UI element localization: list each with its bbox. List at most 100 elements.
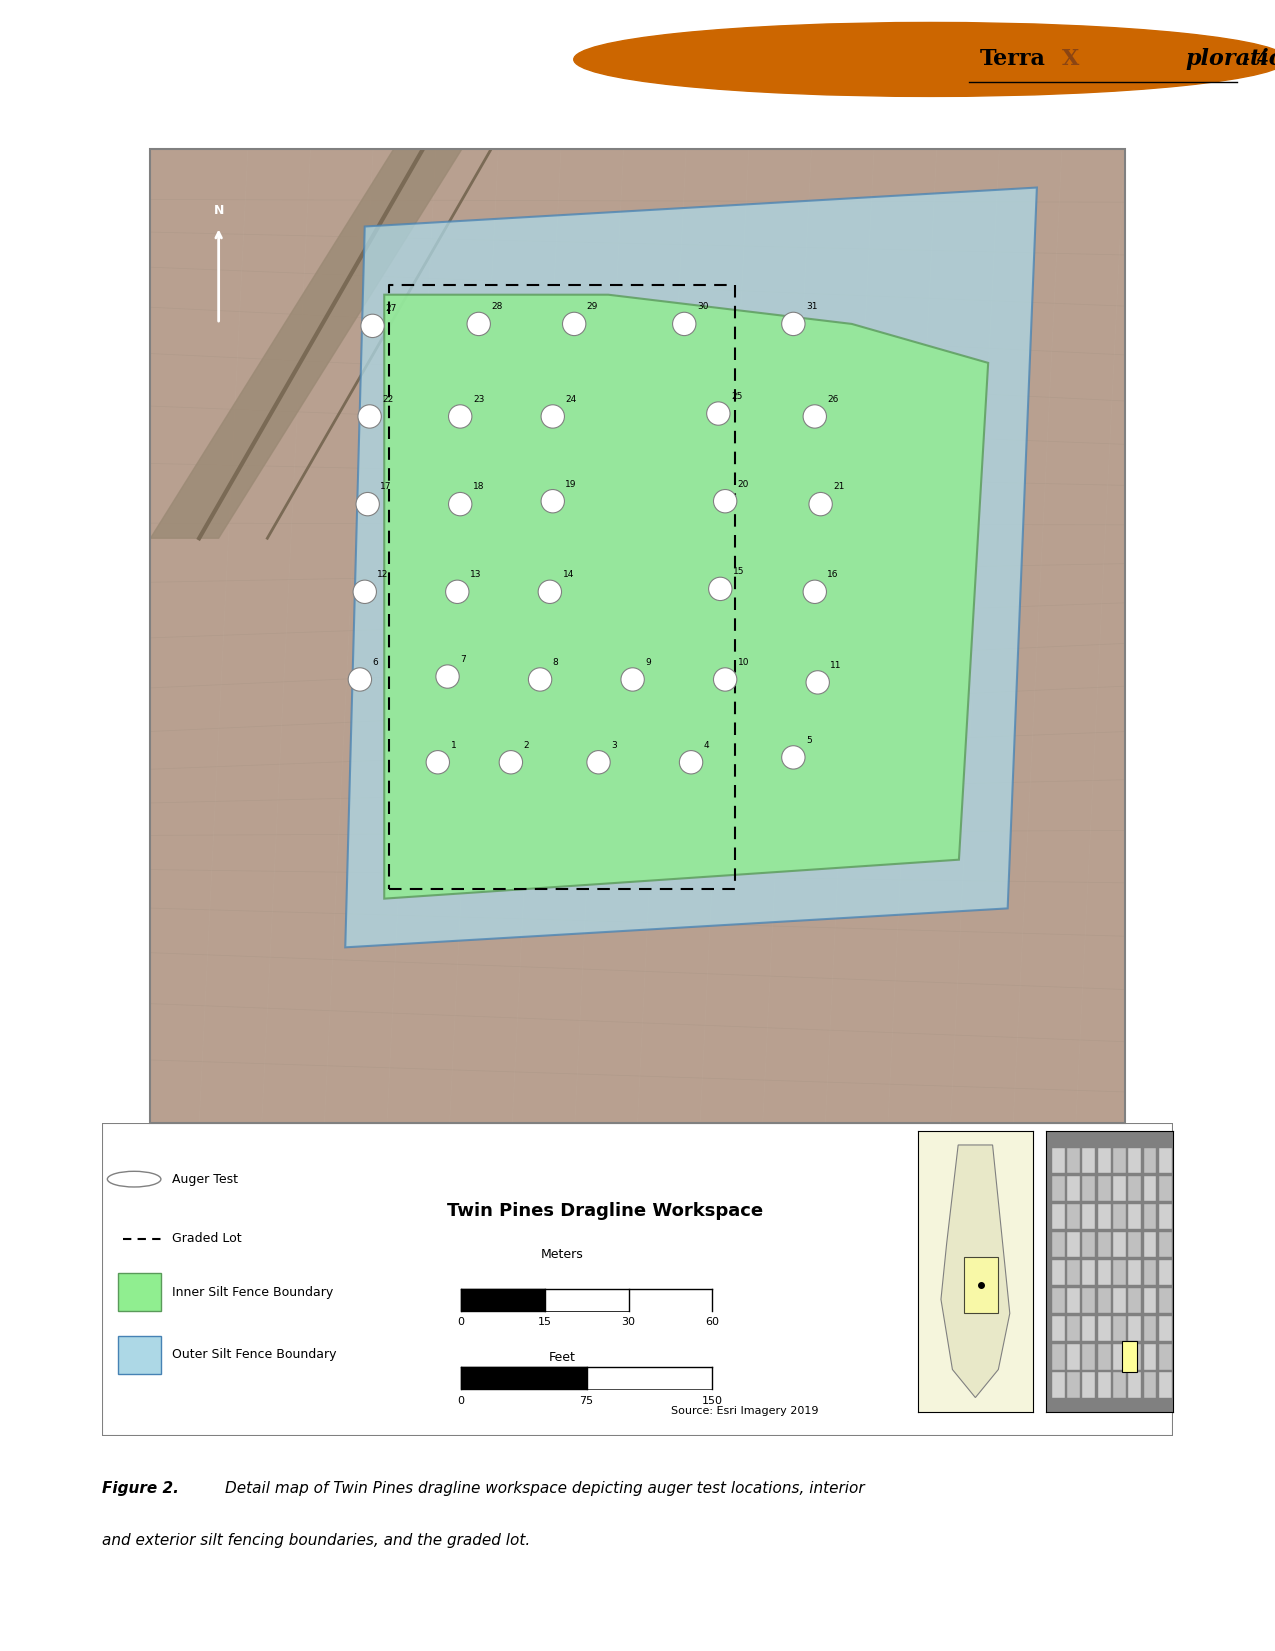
Bar — [1067, 1260, 1080, 1284]
Text: 19: 19 — [565, 479, 576, 489]
Circle shape — [706, 401, 731, 426]
Text: Source: Esri Imagery 2019: Source: Esri Imagery 2019 — [671, 1407, 819, 1417]
Bar — [1082, 1232, 1095, 1258]
Text: Graded Lot: Graded Lot — [172, 1232, 241, 1245]
Text: 9: 9 — [645, 657, 652, 667]
Text: 22: 22 — [382, 395, 394, 404]
Bar — [1159, 1176, 1172, 1202]
Circle shape — [107, 1171, 161, 1187]
Circle shape — [538, 580, 561, 604]
Bar — [1113, 1204, 1126, 1228]
Bar — [1128, 1288, 1141, 1314]
Text: - 4: - 4 — [1243, 50, 1269, 69]
Text: 75: 75 — [580, 1395, 594, 1405]
Text: plorations: plorations — [1186, 48, 1275, 71]
Circle shape — [449, 492, 472, 515]
Bar — [1067, 1204, 1080, 1228]
Bar — [1113, 1316, 1126, 1341]
Bar — [1052, 1204, 1065, 1228]
Text: Detail map of Twin Pines dragline workspace depicting auger test locations, inte: Detail map of Twin Pines dragline worksp… — [226, 1481, 864, 1496]
Circle shape — [586, 751, 611, 774]
Bar — [1159, 1316, 1172, 1341]
Bar — [1067, 1176, 1080, 1202]
Circle shape — [782, 312, 805, 335]
Bar — [1098, 1232, 1111, 1258]
Text: 30: 30 — [697, 302, 709, 312]
Text: 3: 3 — [611, 741, 617, 750]
Circle shape — [709, 578, 732, 601]
Text: 18: 18 — [473, 482, 484, 492]
Text: 11: 11 — [830, 660, 842, 670]
Polygon shape — [150, 149, 462, 538]
Circle shape — [806, 670, 830, 693]
Text: Inner Silt Fence Boundary: Inner Silt Fence Boundary — [172, 1286, 333, 1299]
Text: Figure 2.: Figure 2. — [102, 1481, 178, 1496]
Bar — [1067, 1316, 1080, 1341]
Text: Outer Silt Fence Boundary: Outer Silt Fence Boundary — [172, 1349, 337, 1362]
Circle shape — [449, 404, 472, 428]
Text: 5: 5 — [806, 736, 812, 745]
Bar — [1144, 1204, 1156, 1228]
Circle shape — [574, 23, 1275, 96]
Polygon shape — [941, 1146, 1010, 1397]
Circle shape — [541, 404, 565, 428]
Bar — [1067, 1147, 1080, 1172]
Bar — [1128, 1232, 1141, 1258]
Text: 1: 1 — [450, 741, 456, 750]
Circle shape — [808, 492, 833, 515]
Polygon shape — [346, 188, 1037, 948]
Circle shape — [803, 404, 826, 428]
Text: 26: 26 — [827, 395, 839, 404]
Text: 6: 6 — [372, 657, 379, 667]
Text: 0: 0 — [458, 1395, 464, 1405]
Circle shape — [621, 667, 644, 692]
Text: 60: 60 — [705, 1317, 719, 1327]
Bar — [1144, 1260, 1156, 1284]
Bar — [1144, 1372, 1156, 1397]
Circle shape — [426, 751, 450, 774]
Bar — [1082, 1176, 1095, 1202]
Text: X: X — [1062, 48, 1080, 71]
Bar — [1082, 1260, 1095, 1284]
Bar — [1098, 1288, 1111, 1314]
Text: 16: 16 — [827, 570, 839, 580]
Circle shape — [673, 312, 696, 335]
Bar — [119, 1273, 161, 1311]
Bar — [1113, 1232, 1126, 1258]
Circle shape — [467, 312, 491, 335]
Bar — [1159, 1288, 1172, 1314]
Bar — [1052, 1147, 1065, 1172]
Text: 150: 150 — [703, 1395, 723, 1405]
Bar — [1098, 1372, 1111, 1397]
Bar — [1159, 1204, 1172, 1228]
Bar — [1098, 1147, 1111, 1172]
Bar — [1052, 1316, 1065, 1341]
Bar — [1098, 1344, 1111, 1370]
Bar — [119, 1336, 161, 1374]
Circle shape — [714, 667, 737, 692]
Text: Auger Test: Auger Test — [172, 1172, 237, 1185]
Text: 10: 10 — [738, 657, 750, 667]
Text: 0: 0 — [458, 1317, 464, 1327]
Bar — [1082, 1344, 1095, 1370]
Bar — [1144, 1147, 1156, 1172]
Bar — [1159, 1147, 1172, 1172]
Circle shape — [803, 580, 826, 604]
Text: 13: 13 — [470, 570, 482, 580]
Bar — [1113, 1260, 1126, 1284]
Text: 30: 30 — [622, 1317, 635, 1327]
Circle shape — [356, 492, 380, 515]
Bar — [964, 1258, 998, 1314]
Bar — [1144, 1288, 1156, 1314]
Text: Terra: Terra — [979, 48, 1046, 71]
Text: Feet: Feet — [550, 1352, 576, 1364]
Bar — [1113, 1147, 1126, 1172]
Text: 24: 24 — [565, 395, 576, 404]
Bar — [1144, 1176, 1156, 1202]
Bar — [1052, 1344, 1065, 1370]
Circle shape — [782, 746, 805, 769]
Bar — [1128, 1316, 1141, 1341]
Bar — [1082, 1372, 1095, 1397]
Text: 14: 14 — [562, 570, 574, 580]
Bar — [1128, 1260, 1141, 1284]
